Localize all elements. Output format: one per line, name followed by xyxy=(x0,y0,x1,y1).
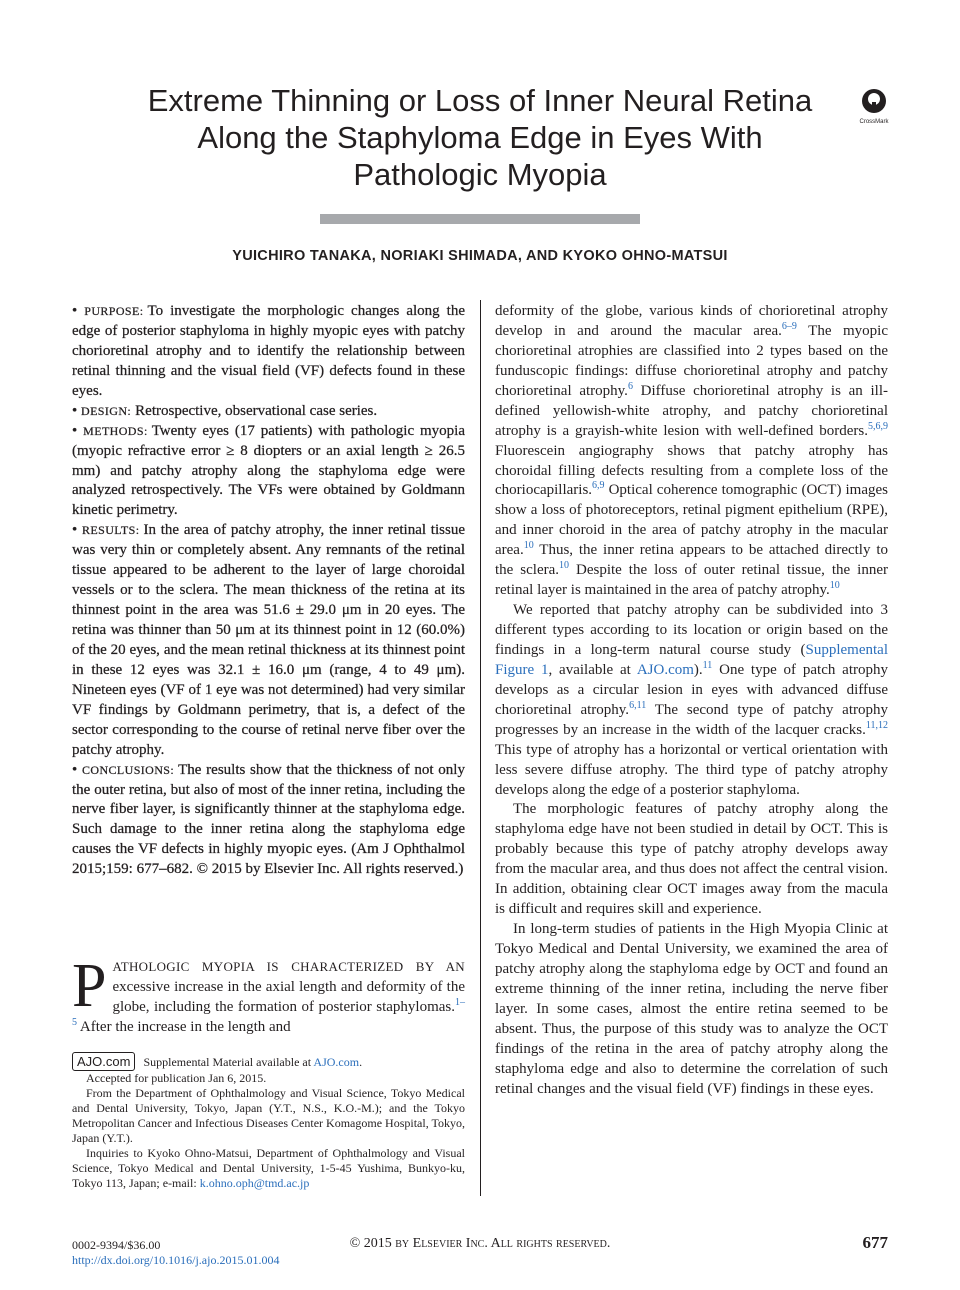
citation-ref[interactable]: 10 xyxy=(559,560,570,572)
text-run: , available at xyxy=(548,661,637,678)
text-run: Supplemental Material available at xyxy=(143,1055,314,1069)
abstract-citation: (Am J Ophthalmol 2015;159: 677–682. © 20… xyxy=(72,841,465,878)
citation-ref[interactable]: 6,9 xyxy=(592,480,605,492)
footnotes: AJO.com Supplemental Material available a… xyxy=(72,1052,465,1191)
text-run: deformity of the globe, various kinds of… xyxy=(495,303,888,339)
text-run: The myopic chorioretinal atrophies are c… xyxy=(495,322,888,399)
introduction: P ATHOLOGIC MYOPIA IS CHARACTERIZED BY AN… xyxy=(72,952,465,1038)
citation-ref[interactable]: 1–5 xyxy=(72,996,465,1028)
text-run: Thus, the inner retina appears to be att… xyxy=(495,542,888,579)
text-run: The morphologic features of patchy atrop… xyxy=(495,801,888,918)
paragraph: The morphologic features of patchy atrop… xyxy=(495,800,888,920)
text-run: Diffuse chorioretinal atrophy is an ill-… xyxy=(495,382,888,439)
text-run: In long-term studies of patients in the … xyxy=(495,921,888,1097)
link[interactable]: k.ohno.oph@tmd.ac.jp xyxy=(199,1176,310,1190)
crossmark-icon xyxy=(862,89,886,113)
abstract-text: To investigate the morphologic changes a… xyxy=(72,303,465,399)
citation-ref[interactable]: 10 xyxy=(829,580,840,592)
citation-ref[interactable]: 5,6,9 xyxy=(868,420,888,432)
title-line: Pathologic Myopia xyxy=(353,157,607,192)
lead-in: ATHOLOGIC MYOPIA IS CHARACTERIZED BY AN xyxy=(112,959,465,974)
authors: YUICHIRO TANAKA, NORIAKI SHIMADA, AND KY… xyxy=(232,248,728,264)
drop-cap: P xyxy=(72,952,107,1020)
text-run: This type of atrophy has a horizontal or… xyxy=(495,741,888,798)
crossmark-label: CrossMark xyxy=(859,119,889,125)
abstract-label: METHODS: xyxy=(83,423,148,438)
ajo-logo: AJO.com xyxy=(72,1052,136,1071)
text-run: The second type of patchy atrophy progre… xyxy=(495,701,888,738)
body-text: deformity of the globe, various kinds of… xyxy=(495,302,888,1100)
abstract-text: Retrospective, observational case series… xyxy=(135,402,378,419)
affiliation: From the Department of Ophthalmology and… xyxy=(72,1086,465,1145)
paragraph: deformity of the globe, various kinds of… xyxy=(495,302,888,601)
citation-ref[interactable]: 10 xyxy=(523,540,534,552)
citation-ref[interactable]: 6,11 xyxy=(629,699,647,711)
abstract-label: RESULTS: xyxy=(82,523,140,538)
column-divider xyxy=(480,300,481,1196)
text-run: Despite the loss of outer retinal tissue… xyxy=(495,562,888,599)
title-line: Extreme Thinning or Loss of Inner Neural… xyxy=(147,83,813,118)
abstract-text: In the area of patchy atrophy, the inner… xyxy=(72,522,465,758)
title-rule xyxy=(320,214,640,224)
text-run: excessive increase in the axial length a… xyxy=(112,978,465,1015)
link[interactable]: AJO.com xyxy=(636,661,694,678)
abstract-label: PURPOSE: xyxy=(84,304,144,318)
abstract-item: DESIGN:Retrospective, observational case… xyxy=(72,402,465,422)
paragraph: We reported that patchy atrophy can be s… xyxy=(495,601,888,800)
abstract-item: METHODS:Twenty eyes (17 patients) with p… xyxy=(72,422,465,522)
text-run: . xyxy=(359,1055,363,1069)
abstract-item: CONCLUSIONS:The results show that the th… xyxy=(72,761,465,881)
text-run: Inquiries to Kyoko Ohno-Matsui, Departme… xyxy=(72,1146,465,1190)
abstract-text: Twenty eyes (17 patients) with pathologi… xyxy=(72,422,465,519)
copyright: © 2015 by Elsevier Inc. All rights reser… xyxy=(349,1236,611,1251)
page-number: 677 xyxy=(862,1233,889,1252)
citation-ref[interactable]: 11 xyxy=(702,659,713,671)
citation-ref[interactable]: 6–9 xyxy=(781,320,797,332)
abstract-label: CONCLUSIONS: xyxy=(81,762,175,777)
doi[interactable]: http://dx.doi.org/10.1016/j.ajo.2015.01.… xyxy=(72,1253,280,1267)
abstract: PURPOSE:To investigate the morphologic c… xyxy=(72,302,465,880)
text-run: Fluorescein angiography shows that patch… xyxy=(495,442,888,499)
link[interactable]: AJO.com xyxy=(313,1055,360,1069)
link[interactable]: Supplemental Figure 1 xyxy=(495,641,888,678)
abstract-label: DESIGN: xyxy=(81,403,132,418)
title-line: Along the Staphyloma Edge in Eyes With xyxy=(197,120,763,155)
text-run: After the increase in the length and xyxy=(77,1018,291,1035)
citation-ref[interactable]: 6 xyxy=(627,380,633,392)
text-run: One type of patch atrophy develops as a … xyxy=(495,661,888,718)
citation-ref[interactable]: 11,12 xyxy=(865,719,888,731)
text-run: Optical coherence tomographic (OCT) imag… xyxy=(495,482,888,559)
abstract-item: RESULTS:In the area of patchy atrophy, t… xyxy=(72,521,465,760)
text-run: We reported that patchy atrophy can be s… xyxy=(495,602,888,658)
crossmark[interactable]: CrossMark xyxy=(856,88,892,125)
paragraph: In long-term studies of patients in the … xyxy=(495,920,888,1099)
text-run: ). xyxy=(693,661,703,678)
accepted: Accepted for publication Jan 6, 2015. xyxy=(86,1071,267,1085)
abstract-item: PURPOSE:To investigate the morphologic c… xyxy=(72,302,465,402)
issn: 0002-9394/$36.00 xyxy=(72,1238,161,1252)
title: Extreme Thinning or Loss of Inner Neural… xyxy=(100,82,860,193)
abstract-text: The results show that the thickness of n… xyxy=(72,761,465,858)
